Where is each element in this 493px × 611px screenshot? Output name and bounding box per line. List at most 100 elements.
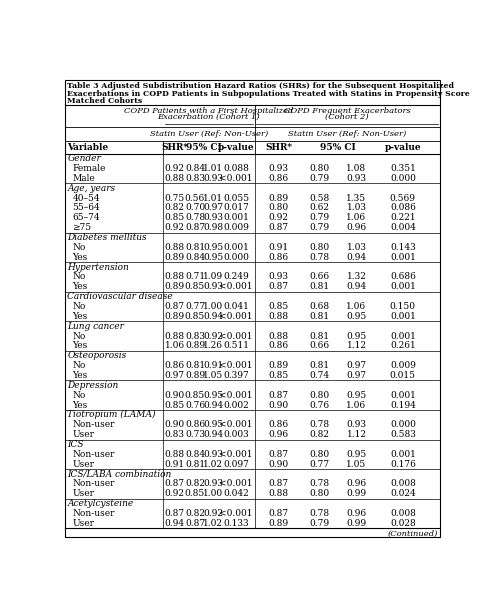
Text: 95% CI: 95% CI	[320, 143, 356, 152]
Text: 0.000: 0.000	[390, 174, 416, 183]
Text: Exacerbations in COPD Patients in Subpopulations Treated with Statins in Propens: Exacerbations in COPD Patients in Subpop…	[68, 90, 470, 98]
Text: 0.89: 0.89	[185, 342, 205, 351]
Text: 0.92: 0.92	[269, 213, 289, 222]
Text: 0.92: 0.92	[203, 332, 223, 340]
Text: 0.62: 0.62	[310, 203, 329, 213]
Text: 0.96: 0.96	[347, 509, 367, 518]
Text: 55–64: 55–64	[72, 203, 100, 213]
Text: 0.82: 0.82	[165, 203, 185, 213]
Text: 0.94: 0.94	[203, 430, 223, 439]
Text: p-value: p-value	[218, 143, 254, 152]
Text: 0.055: 0.055	[223, 194, 249, 203]
Text: COPD Frequent Exacerbators: COPD Frequent Exacerbators	[284, 107, 411, 115]
Text: 0.87: 0.87	[269, 480, 289, 488]
Text: Osteoporosis: Osteoporosis	[68, 351, 127, 360]
Text: 0.91: 0.91	[269, 243, 289, 252]
Text: 0.86: 0.86	[269, 253, 289, 262]
Text: 0.85: 0.85	[165, 401, 185, 409]
Text: 0.95: 0.95	[347, 332, 367, 340]
Text: p-value: p-value	[385, 143, 421, 152]
Text: 0.93: 0.93	[203, 282, 223, 291]
Text: 0.94: 0.94	[203, 401, 223, 409]
Text: 0.93: 0.93	[347, 174, 366, 183]
Text: 0.001: 0.001	[390, 253, 416, 262]
Text: 0.99: 0.99	[347, 489, 367, 499]
Text: 0.81: 0.81	[185, 243, 205, 252]
Text: 0.000: 0.000	[223, 253, 249, 262]
Text: 1.32: 1.32	[347, 273, 366, 282]
Text: (Continued): (Continued)	[387, 530, 438, 538]
Text: 0.87: 0.87	[185, 519, 205, 528]
Text: 0.90: 0.90	[165, 420, 185, 430]
Text: 0.94: 0.94	[347, 282, 367, 291]
Text: 0.95: 0.95	[203, 243, 223, 252]
Text: Yes: Yes	[72, 401, 88, 409]
Text: Lung cancer: Lung cancer	[68, 322, 124, 331]
Text: 0.008: 0.008	[390, 509, 416, 518]
Text: 1.03: 1.03	[347, 203, 366, 213]
Text: 0.94: 0.94	[203, 312, 223, 321]
Text: 0.001: 0.001	[390, 312, 416, 321]
Text: 0.261: 0.261	[390, 342, 416, 351]
Text: 0.84: 0.84	[185, 450, 205, 459]
Text: <0.001: <0.001	[219, 390, 253, 400]
Text: No: No	[72, 243, 86, 252]
Text: 0.008: 0.008	[390, 480, 416, 488]
Text: 1.26: 1.26	[203, 342, 223, 351]
Text: Hypertension: Hypertension	[68, 263, 129, 272]
Text: 0.87: 0.87	[165, 480, 185, 488]
Text: 1.06: 1.06	[347, 401, 367, 409]
Text: 0.009: 0.009	[223, 223, 249, 232]
Text: Statin User (Ref: Non-User): Statin User (Ref: Non-User)	[149, 130, 268, 137]
Text: 0.041: 0.041	[223, 302, 249, 311]
Text: 1.12: 1.12	[347, 342, 366, 351]
Text: 1.12: 1.12	[347, 430, 366, 439]
Text: User: User	[72, 519, 94, 528]
Text: Tiotropium (LAMA): Tiotropium (LAMA)	[68, 411, 156, 420]
Text: 0.88: 0.88	[269, 312, 289, 321]
Text: 0.93: 0.93	[203, 213, 223, 222]
Text: 0.086: 0.086	[390, 203, 416, 213]
Text: 0.94: 0.94	[347, 253, 367, 262]
Text: (Cohort 2): (Cohort 2)	[325, 113, 369, 122]
Text: 0.686: 0.686	[390, 273, 416, 282]
Text: SHR*: SHR*	[161, 143, 188, 152]
Text: COPD Patients with a First Hospitalized: COPD Patients with a First Hospitalized	[124, 107, 293, 115]
Text: 0.000: 0.000	[390, 420, 416, 430]
Text: Diabetes mellitus: Diabetes mellitus	[68, 233, 147, 242]
Text: 0.024: 0.024	[390, 489, 416, 499]
Text: 1.05: 1.05	[347, 459, 367, 469]
Text: 0.133: 0.133	[223, 519, 249, 528]
Text: 0.001: 0.001	[223, 243, 249, 252]
Text: 0.92: 0.92	[165, 164, 185, 173]
Text: Male: Male	[72, 174, 95, 183]
Text: 0.80: 0.80	[310, 450, 329, 459]
Text: 1.01: 1.01	[203, 164, 223, 173]
Text: 0.87: 0.87	[165, 302, 185, 311]
Text: 0.84: 0.84	[185, 253, 205, 262]
Text: 1.35: 1.35	[347, 194, 367, 203]
Text: 0.81: 0.81	[185, 459, 205, 469]
Text: 0.143: 0.143	[390, 243, 416, 252]
Text: 0.88: 0.88	[269, 489, 289, 499]
Text: 0.003: 0.003	[223, 430, 249, 439]
Text: 0.78: 0.78	[310, 420, 329, 430]
Text: Gender: Gender	[68, 154, 101, 163]
Text: 0.042: 0.042	[223, 489, 249, 499]
Text: 0.78: 0.78	[310, 253, 329, 262]
Text: 0.87: 0.87	[269, 509, 289, 518]
Text: 0.66: 0.66	[310, 342, 329, 351]
Text: 0.88: 0.88	[165, 332, 185, 340]
Text: 0.92: 0.92	[203, 509, 223, 518]
Text: Non-user: Non-user	[72, 420, 115, 430]
Text: 0.85: 0.85	[269, 371, 289, 380]
Text: 0.88: 0.88	[165, 273, 185, 282]
Text: 0.001: 0.001	[390, 390, 416, 400]
Text: 0.088: 0.088	[223, 164, 249, 173]
Text: 0.87: 0.87	[269, 450, 289, 459]
Text: Acetylcysteine: Acetylcysteine	[68, 499, 134, 508]
Text: 0.92: 0.92	[165, 223, 185, 232]
Text: <0.001: <0.001	[219, 450, 253, 459]
Text: 0.569: 0.569	[390, 194, 416, 203]
Text: 0.009: 0.009	[390, 361, 416, 370]
